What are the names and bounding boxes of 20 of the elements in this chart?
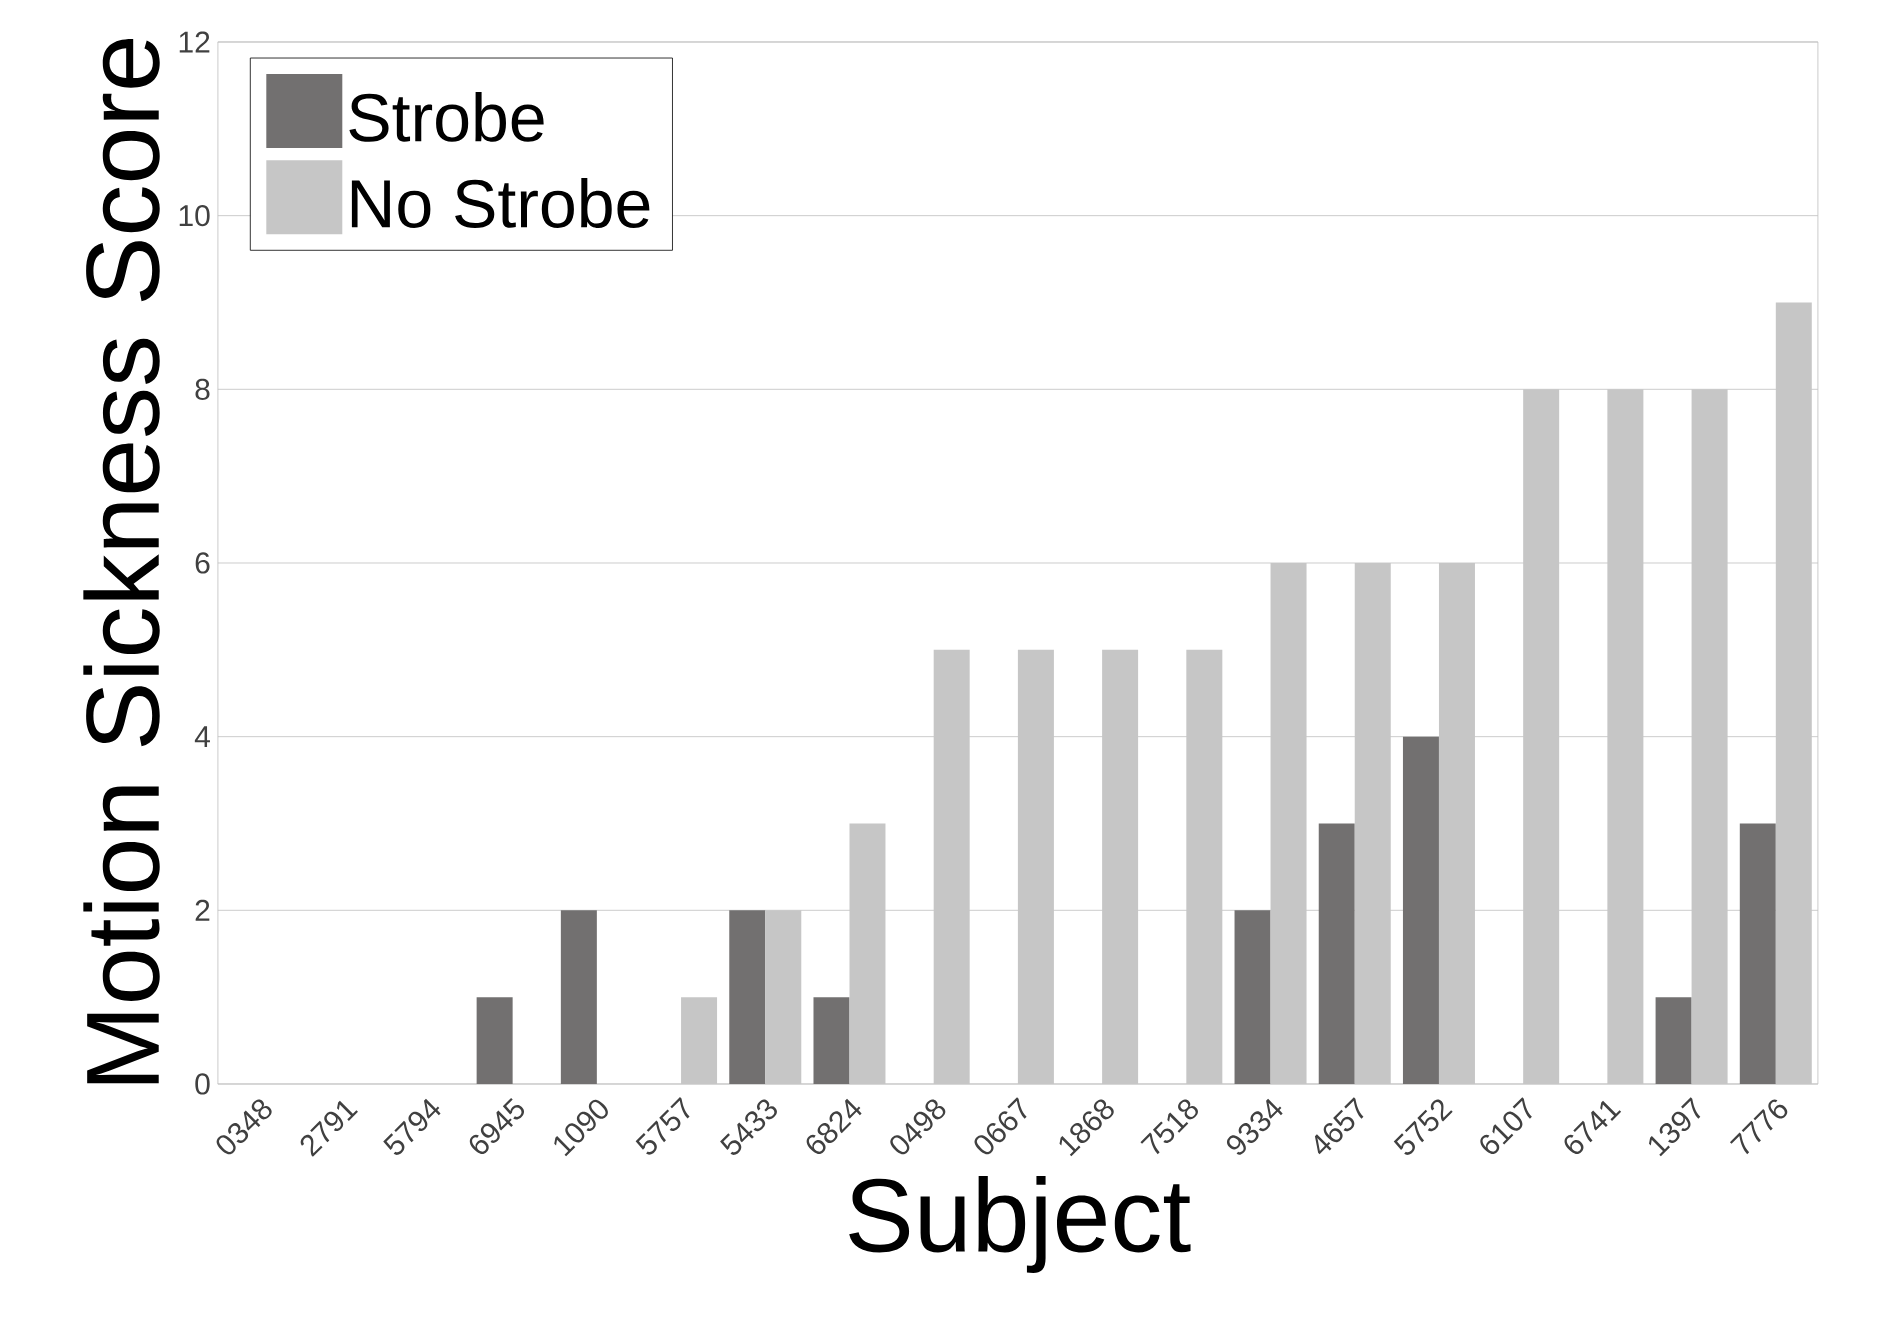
legend-label: No Strobe	[351, 178, 650, 228]
bar	[1655, 997, 1692, 1084]
y-tick-label: 10	[179, 205, 210, 227]
bar	[729, 910, 766, 1084]
bar	[813, 997, 850, 1084]
y-tick-label: 12	[179, 31, 210, 53]
y-tick-label: 6	[195, 552, 210, 574]
y-tick-label: 0	[195, 1073, 210, 1095]
bar	[1234, 910, 1271, 1084]
bar	[476, 997, 513, 1084]
bar	[560, 910, 597, 1084]
y-tick-label: 8	[195, 378, 210, 400]
bar	[1318, 823, 1355, 1084]
legend-label: Strobe	[349, 91, 544, 142]
bar	[1739, 823, 1776, 1084]
y-tick-label: 4	[194, 726, 210, 747]
x-axis-title: Subject	[849, 1176, 1191, 1273]
bar	[1402, 736, 1439, 1084]
y-axis-title: Motion Sickness Score	[83, 38, 160, 1084]
y-tick-label: 2	[195, 899, 210, 921]
